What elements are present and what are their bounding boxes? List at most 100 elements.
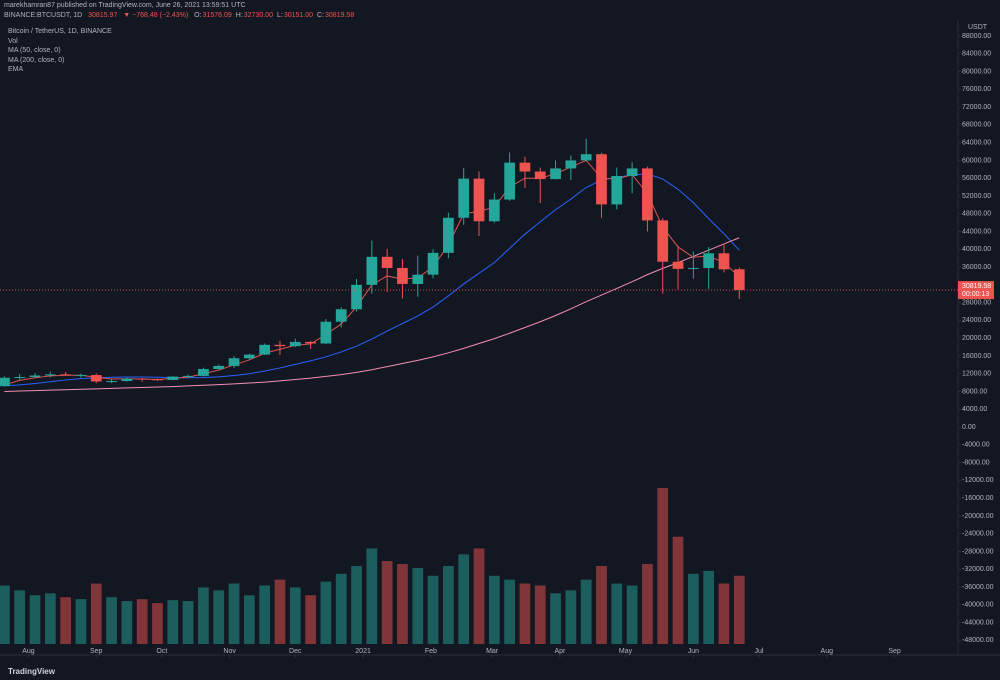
y-tick-label: -8000.00 [962,459,990,466]
candle-body [152,379,163,381]
x-tick-label: Jun [688,648,699,655]
legend-entry: EMA [8,66,24,73]
candle-body [320,321,332,344]
volume-bar [213,590,225,644]
volume-bar [672,536,684,644]
y-tick-label: 68000.00 [962,122,991,129]
y-tick-label: 44000.00 [962,228,991,235]
candle-body [718,253,730,270]
candle-body [274,344,286,347]
candle-body [565,160,577,169]
volume-bar [381,561,393,644]
ohlc-value: 32730.00 [243,12,273,19]
x-tick-label: Mar [486,648,499,655]
candle-body [672,261,684,269]
candle-body [182,375,194,377]
volume-bar [320,581,332,644]
candle-body [14,377,26,379]
volume-bar [427,575,439,644]
volume-bar [29,595,41,644]
volume-bar [550,593,561,644]
ohlc-label: C: [317,12,325,19]
volume-bar [687,573,699,644]
volume-bar [642,564,653,644]
candle-body [473,178,485,222]
volume-bar [657,488,669,644]
candle-body [121,378,133,382]
volume-bar [75,599,87,644]
volume-bar [60,597,71,644]
header-quote: BINANCE:BTCUSDT, 1D 30815.97 ▼ −768.48 (… [4,12,362,19]
y-tick-label: 84000.00 [962,51,991,58]
y-tick-label: 0.00 [962,424,976,431]
candle-body [198,369,209,376]
ohlc-value: 31576.09 [202,12,232,19]
candle-body [289,341,301,347]
ohlc: O:31576.09 H:32730.00 L:30151.00 C:30819.58 [194,12,358,19]
y-unit: USDT [968,24,988,31]
volume-bar [565,590,577,644]
volume-bar [14,590,26,644]
candle-body [626,168,638,176]
x-tick-label: Aug [22,648,35,655]
y-tick-label: 16000.00 [962,353,991,360]
volume-bar [519,583,531,644]
candle-body [305,341,316,344]
y-tick-label: -12000.00 [962,477,994,484]
candle-body [427,252,439,275]
y-tick-label: 88000.00 [962,33,991,40]
y-tick-label: -20000.00 [962,513,994,520]
candle-body [228,358,240,366]
candle-body [733,269,745,291]
volume-bar [733,575,745,644]
volume-bar [44,593,56,644]
candle-body [366,256,378,285]
x-tick-label: Apr [554,648,566,655]
y-tick-label: 52000.00 [962,193,991,200]
candle-body [611,175,623,205]
legend-volume: Vol [8,37,18,45]
y-tick-label: 28000.00 [962,299,991,306]
volume-bar [458,554,470,644]
volume-bar [718,583,730,644]
change: ▼ −768.48 (−2.43%) [123,12,189,19]
volume-bar [611,583,623,644]
candle-body [580,154,592,161]
volume-bar [488,575,500,644]
x-tick-label: Dec [289,648,302,655]
volume-bar [259,585,271,644]
y-tick-label: 64000.00 [962,139,991,146]
last: 30815.97 [88,12,118,19]
candle-body [642,168,653,221]
x-tick-label: Sep [90,648,103,655]
candle-body [703,253,715,268]
y-tick-label: 60000.00 [962,157,991,164]
x-tick-label: Oct [156,648,167,655]
candle-body [213,365,225,370]
candle-body [0,377,10,387]
brand: TradingView [8,667,55,676]
candle-body [488,199,500,222]
candle-body [534,171,546,180]
ohlc-label: L: [276,12,283,19]
candle-body [60,374,71,376]
legend-entry: MA (200, close, 0) [8,56,65,64]
legend-entry: MA (50, close, 0) [8,47,61,54]
ma-line [4,237,740,392]
candle-body [243,354,255,359]
y-tick-label: -4000.00 [962,442,990,449]
candle-body [412,274,424,284]
x-tick-label: Feb [425,648,437,655]
last-price-badge [958,281,994,300]
candle-body [259,344,271,355]
volume-bar [243,595,255,644]
volume-bar [703,570,715,644]
volume-bar [167,600,179,644]
candle-body [596,154,607,205]
y-tick-label: 72000.00 [962,104,991,111]
y-tick-label: 24000.00 [962,317,991,324]
x-tick-label: Nov [223,648,236,655]
